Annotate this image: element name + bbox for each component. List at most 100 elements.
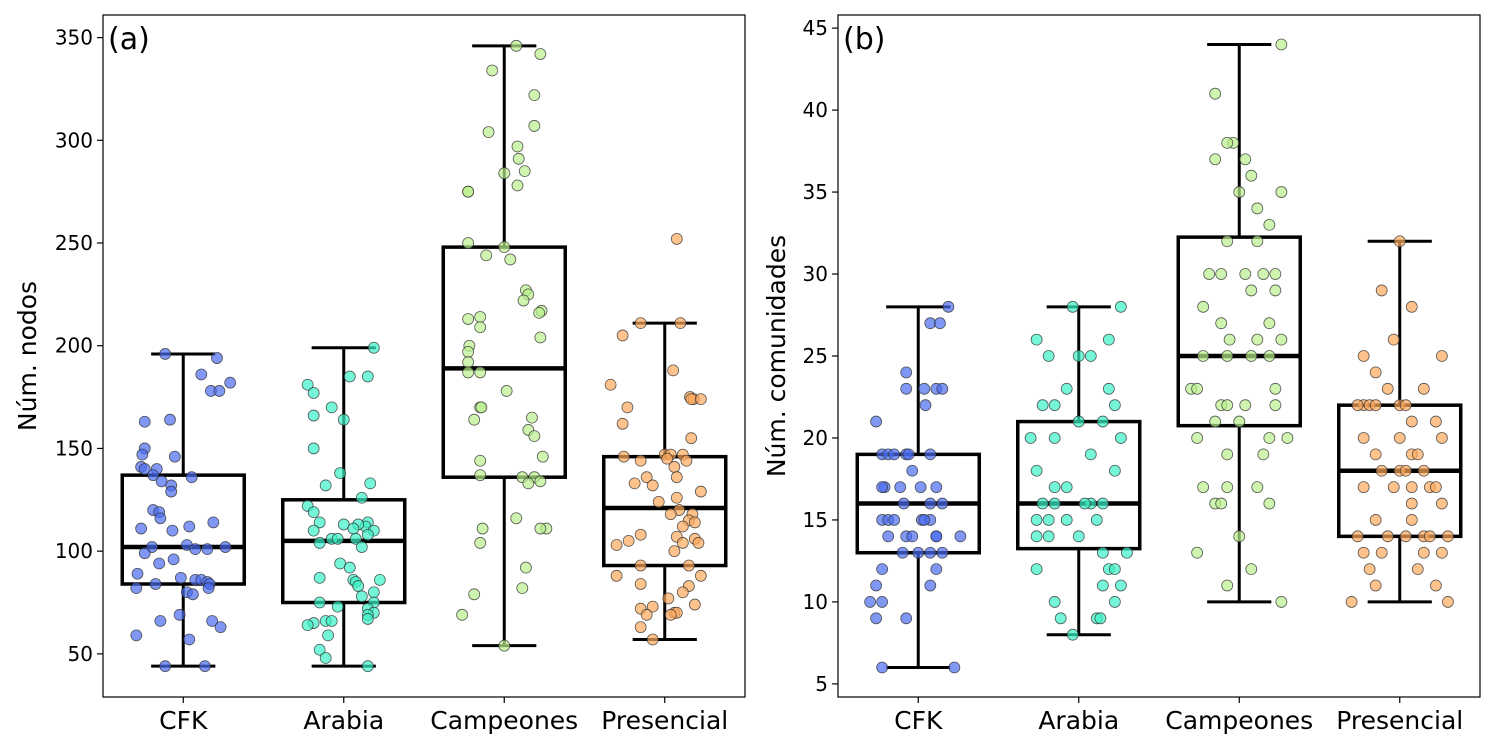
data-point bbox=[688, 516, 701, 529]
data-point bbox=[610, 539, 623, 551]
data-point bbox=[526, 411, 538, 424]
data-point bbox=[1381, 382, 1394, 395]
x-tick-label: Arabia bbox=[303, 706, 384, 735]
data-point bbox=[214, 621, 227, 634]
data-point bbox=[896, 546, 909, 559]
data-point bbox=[534, 522, 547, 535]
data-point bbox=[1048, 399, 1061, 412]
data-point bbox=[135, 522, 148, 535]
data-point bbox=[462, 366, 475, 379]
data-point bbox=[534, 475, 547, 488]
data-point bbox=[183, 520, 196, 533]
y-tick-label: 15 bbox=[803, 508, 828, 532]
data-point bbox=[936, 497, 949, 510]
data-point bbox=[313, 537, 326, 549]
data-point bbox=[664, 608, 677, 621]
data-point bbox=[1239, 399, 1252, 412]
data-point bbox=[1257, 268, 1270, 280]
data-point bbox=[1221, 235, 1234, 248]
data-point bbox=[522, 477, 535, 490]
data-point bbox=[906, 464, 919, 477]
data-point bbox=[1191, 546, 1204, 559]
data-point bbox=[682, 559, 695, 572]
data-point bbox=[1275, 186, 1288, 198]
data-point bbox=[1048, 497, 1061, 510]
data-point bbox=[1197, 350, 1210, 362]
data-point bbox=[349, 532, 362, 545]
panel-label: (b) bbox=[843, 22, 885, 57]
data-point bbox=[894, 481, 907, 494]
data-point bbox=[628, 477, 641, 490]
data-point bbox=[692, 537, 705, 549]
data-point bbox=[319, 479, 332, 492]
data-point bbox=[942, 300, 955, 313]
data-point bbox=[518, 165, 531, 178]
data-point bbox=[153, 557, 166, 570]
data-point bbox=[930, 530, 943, 543]
data-point bbox=[646, 479, 659, 492]
data-point bbox=[131, 567, 144, 580]
data-point bbox=[1036, 497, 1049, 510]
data-point bbox=[1197, 300, 1210, 313]
data-point bbox=[936, 382, 949, 395]
data-point bbox=[1405, 497, 1418, 510]
data-point bbox=[676, 586, 689, 599]
data-point bbox=[634, 621, 647, 634]
data-point bbox=[528, 120, 541, 132]
x-tick-label: Presencial bbox=[1336, 706, 1463, 735]
box-presencial bbox=[602, 321, 728, 641]
data-point bbox=[504, 253, 517, 266]
data-point bbox=[688, 598, 701, 611]
points-presencial bbox=[604, 233, 707, 646]
data-point bbox=[1345, 596, 1358, 608]
data-point bbox=[1417, 382, 1430, 395]
data-point bbox=[138, 415, 151, 428]
data-point bbox=[498, 639, 511, 652]
data-point bbox=[1435, 432, 1448, 444]
data-point bbox=[130, 629, 143, 642]
data-point bbox=[361, 660, 374, 673]
data-point bbox=[670, 491, 683, 504]
data-point bbox=[1060, 514, 1073, 526]
data-point bbox=[355, 541, 368, 553]
data-point bbox=[1024, 432, 1037, 444]
data-point bbox=[876, 481, 889, 494]
data-point bbox=[1233, 415, 1246, 428]
data-point bbox=[355, 590, 368, 603]
data-point bbox=[462, 356, 475, 369]
data-point bbox=[1030, 530, 1043, 543]
data-point bbox=[667, 364, 680, 377]
data-point bbox=[1114, 300, 1127, 313]
data-point bbox=[1269, 284, 1282, 297]
y-tick-label: 45 bbox=[803, 16, 828, 40]
data-point bbox=[468, 413, 481, 426]
data-point bbox=[468, 588, 481, 601]
data-point bbox=[343, 370, 356, 383]
data-point bbox=[1375, 464, 1388, 477]
data-point bbox=[924, 546, 937, 559]
data-point bbox=[1387, 333, 1400, 346]
data-point bbox=[474, 366, 487, 379]
data-point bbox=[888, 514, 901, 526]
data-point bbox=[640, 608, 653, 621]
y-tick-label: 200 bbox=[55, 334, 93, 358]
data-point bbox=[325, 615, 338, 627]
data-point bbox=[1357, 432, 1370, 444]
data-point bbox=[1399, 530, 1412, 543]
data-point bbox=[517, 294, 530, 307]
y-tick-label: 10 bbox=[803, 590, 828, 614]
data-point bbox=[924, 497, 937, 510]
data-point bbox=[307, 506, 320, 519]
data-point bbox=[1223, 333, 1236, 346]
data-point bbox=[870, 579, 883, 592]
data-point bbox=[498, 167, 511, 180]
data-point bbox=[1281, 432, 1294, 444]
data-point bbox=[147, 469, 160, 482]
y-tick-label: 40 bbox=[803, 98, 828, 122]
data-point bbox=[1221, 136, 1234, 149]
data-point bbox=[948, 661, 961, 674]
data-point bbox=[1203, 268, 1216, 280]
points-arabia bbox=[301, 341, 386, 673]
plot-frame bbox=[102, 14, 746, 698]
data-point bbox=[1048, 432, 1061, 444]
